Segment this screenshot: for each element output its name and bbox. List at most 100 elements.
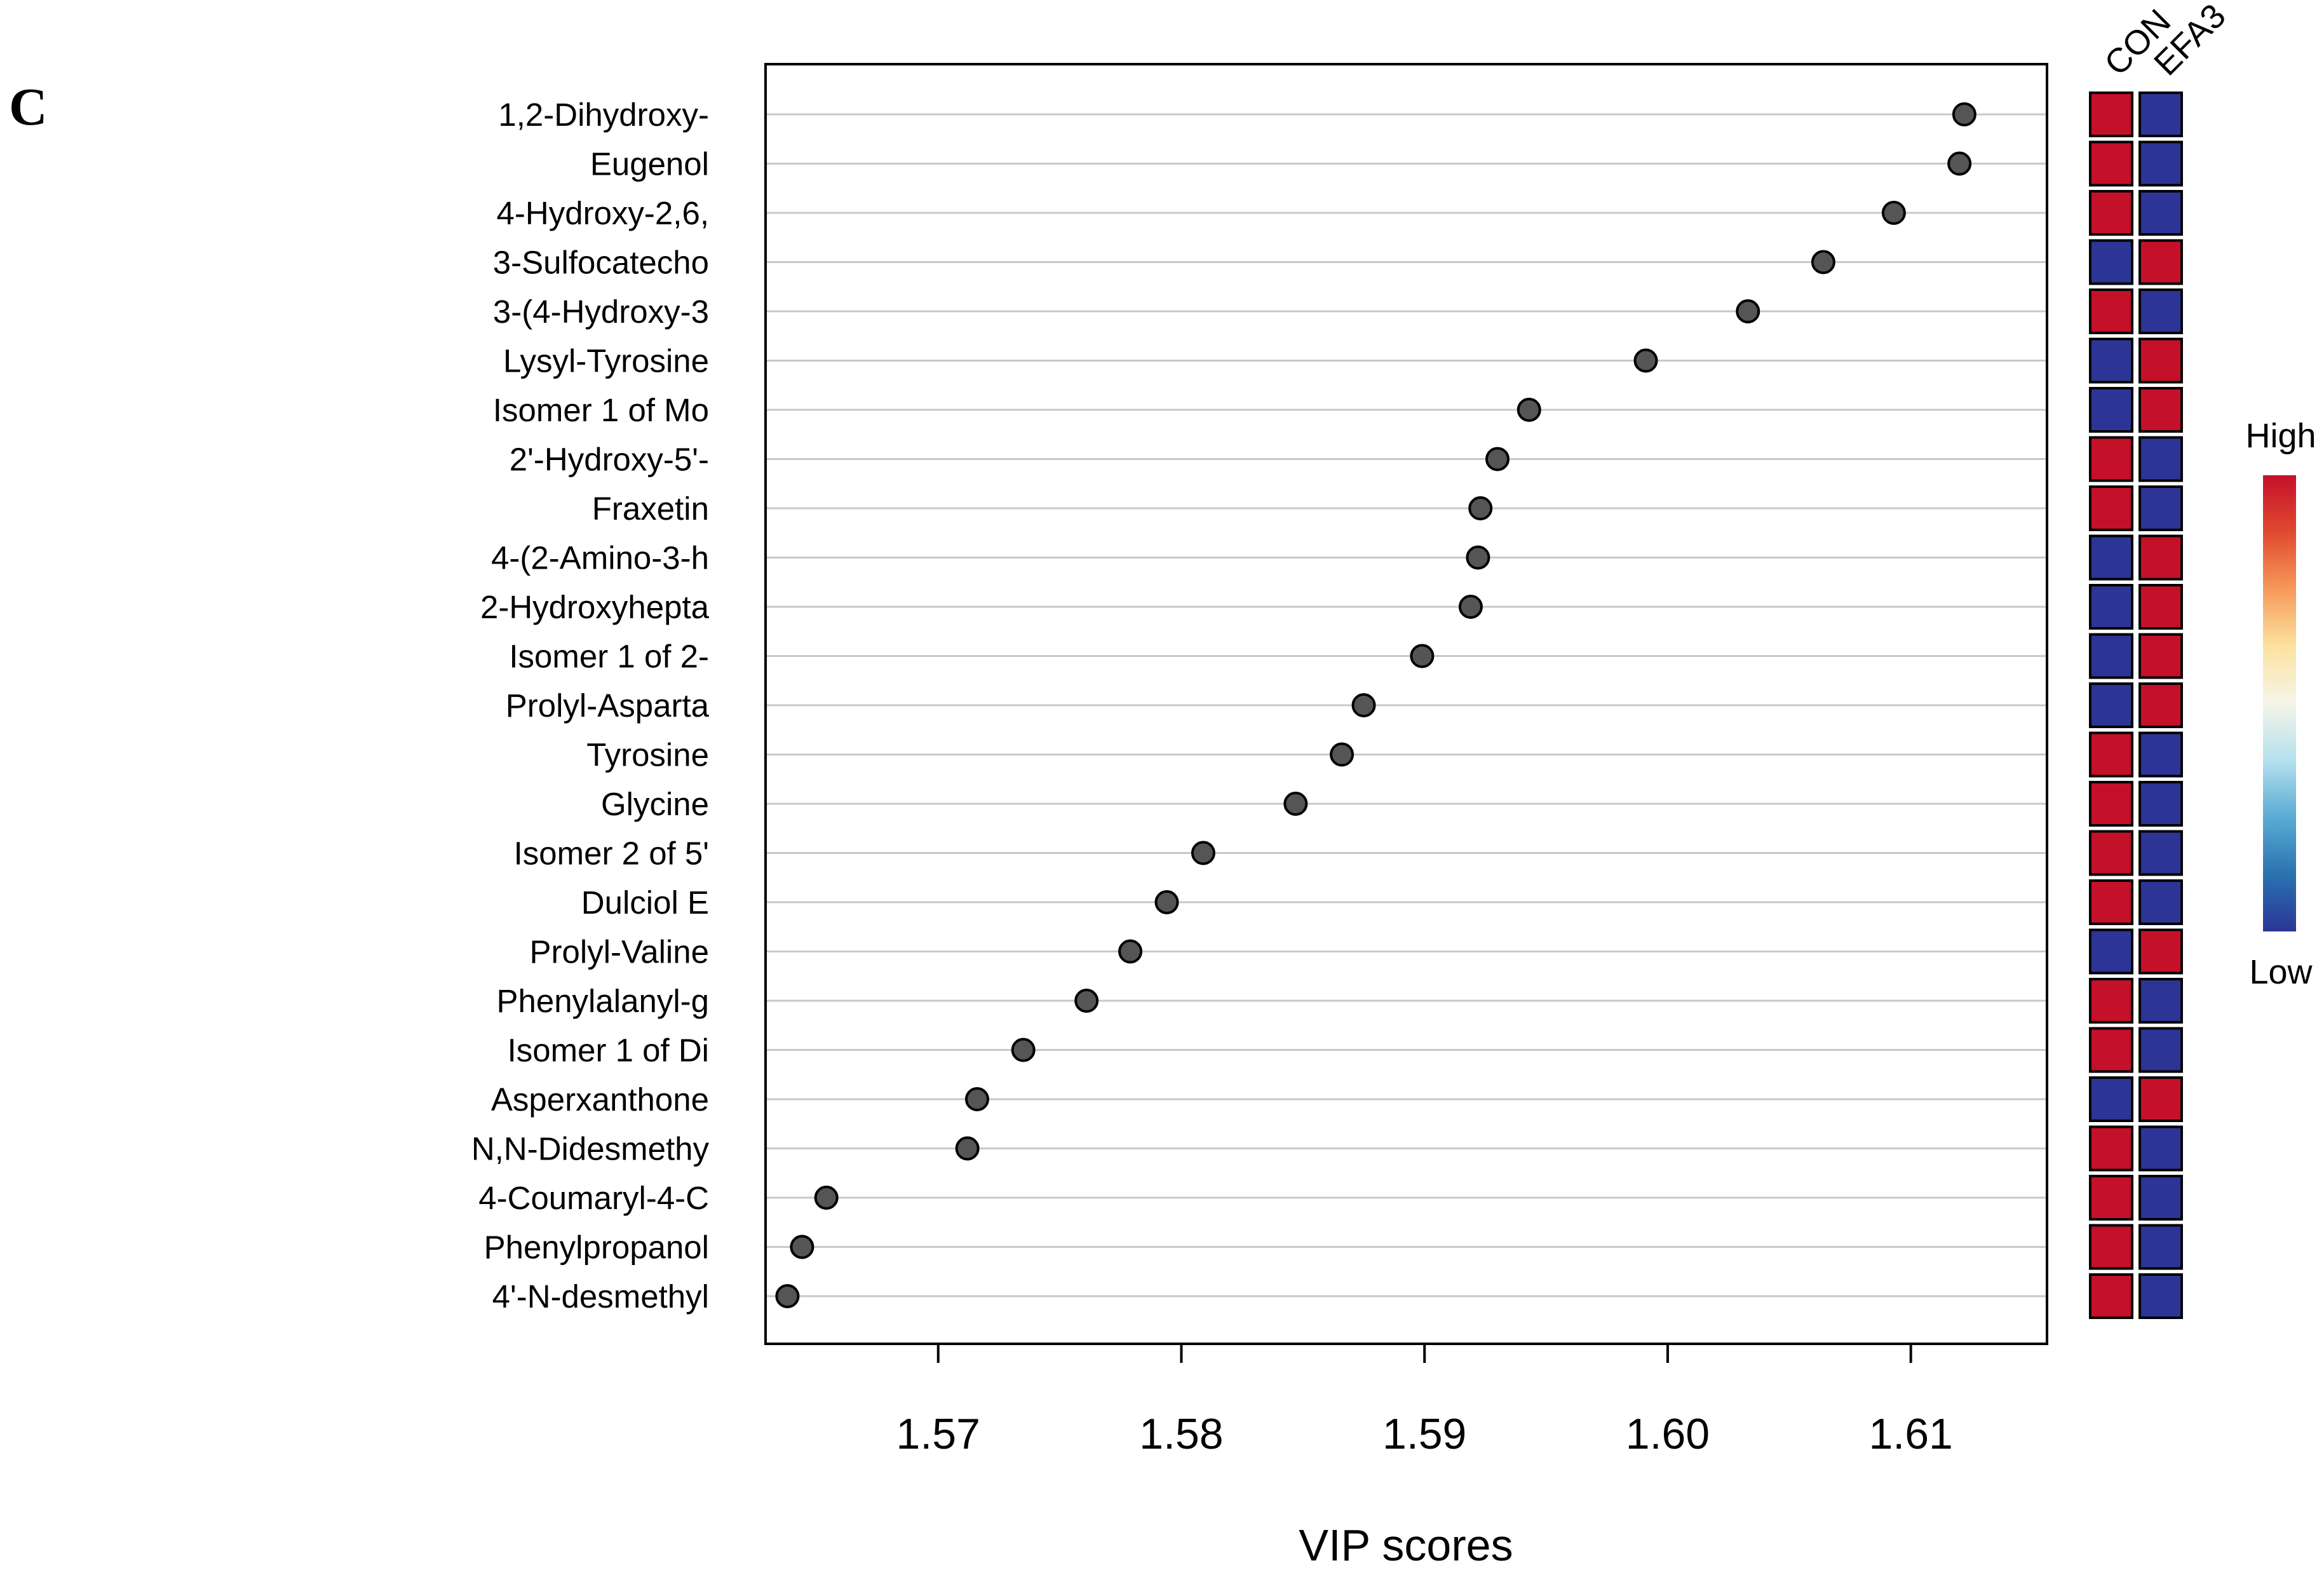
heatmap-cell-con [2089, 1076, 2133, 1122]
color-legend: High Low [2245, 417, 2316, 991]
vip-point [1468, 496, 1493, 520]
x-tick-label: 1.60 [1626, 1410, 1710, 1458]
feature-label: 2-Hydroxyhepta [480, 589, 710, 625]
feature-label: Dulciol E [581, 884, 709, 921]
vip-point [1191, 841, 1215, 865]
vip-point [1633, 348, 1658, 373]
vip-point [775, 1284, 800, 1308]
vip-point [1410, 644, 1435, 668]
heatmap-cell-efa3 [2138, 830, 2183, 876]
feature-label: N,N-Didesmethy [471, 1131, 710, 1167]
heatmap-cell-efa3 [2138, 731, 2183, 778]
heatmap-cell-efa3 [2138, 239, 2183, 285]
vip-point [1466, 545, 1490, 570]
heatmap-cell-efa3 [2138, 140, 2183, 187]
heatmap-cell-efa3 [2138, 1273, 2183, 1319]
heatmap-cells [2089, 91, 2183, 1319]
vip-point [1485, 447, 1510, 471]
feature-label: 4-Hydroxy-2,6, [497, 195, 709, 231]
heatmap-cell-con [2089, 584, 2133, 630]
vip-point [1351, 693, 1376, 717]
feature-label: Lysyl-Tyrosine [503, 343, 709, 379]
vip-point [1881, 201, 1906, 225]
vip-point [1458, 595, 1483, 619]
heatmap-cell-efa3 [2138, 485, 2183, 531]
feature-label: 4-(2-Amino-3-h [491, 540, 709, 576]
heatmap-cell-efa3 [2138, 633, 2183, 679]
heatmap-cell-con [2089, 140, 2133, 187]
heatmap-cell-efa3 [2138, 1027, 2183, 1073]
heatmap-cell-con [2089, 485, 2133, 531]
vip-point [814, 1186, 839, 1210]
heatmap-cell-efa3 [2138, 190, 2183, 236]
feature-label: 4-Coumaryl-4-C [478, 1180, 709, 1216]
feature-label: Isomer 2 of 5' [514, 836, 709, 872]
vip-point [1330, 742, 1355, 767]
vip-point [1947, 151, 1972, 176]
heatmap-cell-efa3 [2138, 928, 2183, 975]
heatmap-cell-con [2089, 682, 2133, 728]
feature-label: 1,2-Dihydroxy- [498, 97, 709, 133]
vip-point [1074, 989, 1099, 1013]
heatmap-cell-efa3 [2138, 1175, 2183, 1221]
heatmap-cell-efa3 [2138, 978, 2183, 1024]
heatmap-cell-con [2089, 534, 2133, 581]
feature-label: Asperxanthone [491, 1081, 709, 1118]
heatmap-cell-con [2089, 1027, 2133, 1073]
vip-point [1517, 398, 1541, 422]
heatmap-cell-efa3 [2138, 682, 2183, 728]
heatmap-cell-con [2089, 1224, 2133, 1270]
legend-low-label: Low [2249, 953, 2313, 991]
heatmap-cell-efa3 [2138, 781, 2183, 827]
heatmap-cell-con [2089, 1175, 2133, 1221]
feature-label: Isomer 1 of Di [508, 1032, 709, 1069]
vip-point [1011, 1038, 1036, 1062]
heatmap-cell-efa3 [2138, 91, 2183, 137]
heatmap-cell-efa3 [2138, 584, 2183, 630]
feature-label: Phenylpropanol [484, 1229, 709, 1266]
heatmap-cell-con [2089, 633, 2133, 679]
heatmap-cell-con [2089, 337, 2133, 384]
vip-point [955, 1136, 980, 1161]
feature-label: 3-Sulfocatecho [493, 245, 709, 281]
heatmap-cell-con [2089, 830, 2133, 876]
feature-label: 2'-Hydroxy-5'- [510, 442, 709, 478]
heatmap-cell-efa3 [2138, 1125, 2183, 1172]
heatmap-cell-con [2089, 1125, 2133, 1172]
heatmap-cell-efa3 [2138, 879, 2183, 925]
heatmap-cell-efa3 [2138, 337, 2183, 384]
feature-label: Isomer 1 of Mo [493, 392, 709, 428]
heatmap-cell-con [2089, 190, 2133, 236]
x-axis-tick-labels: 1.57 1.58 1.59 1.60 1.61 [896, 1410, 1953, 1458]
feature-label: Phenylalanyl-g [496, 983, 709, 1019]
vip-point [1283, 792, 1308, 816]
vip-point [1154, 890, 1179, 914]
x-tick-label: 1.57 [896, 1410, 980, 1458]
gridlines [766, 113, 2047, 1297]
vip-point [1736, 299, 1760, 323]
vip-point [1118, 939, 1143, 964]
x-tick-label: 1.61 [1868, 1410, 1952, 1458]
heatmap-cell-con [2089, 928, 2133, 975]
x-axis-ticks [936, 1344, 1912, 1363]
x-tick-label: 1.59 [1382, 1410, 1466, 1458]
feature-label: Isomer 1 of 2- [509, 639, 709, 675]
heatmap-cell-efa3 [2138, 288, 2183, 334]
feature-label: Eugenol [590, 146, 709, 182]
feature-label: Prolyl-Asparta [506, 687, 710, 724]
heatmap-cell-con [2089, 879, 2133, 925]
feature-label: Tyrosine [586, 737, 709, 773]
panel-letter: C [9, 78, 48, 137]
heatmap-cell-con [2089, 781, 2133, 827]
vip-point [790, 1235, 814, 1259]
vip-point [1952, 102, 1976, 126]
plot-frame [764, 63, 2048, 1345]
heatmap-cell-con [2089, 436, 2133, 482]
heatmap-cell-con [2089, 91, 2133, 137]
legend-color-bar [2263, 475, 2296, 931]
heatmap-cell-con [2089, 288, 2133, 334]
vip-point [1811, 250, 1835, 274]
feature-label: Glycine [601, 786, 709, 822]
